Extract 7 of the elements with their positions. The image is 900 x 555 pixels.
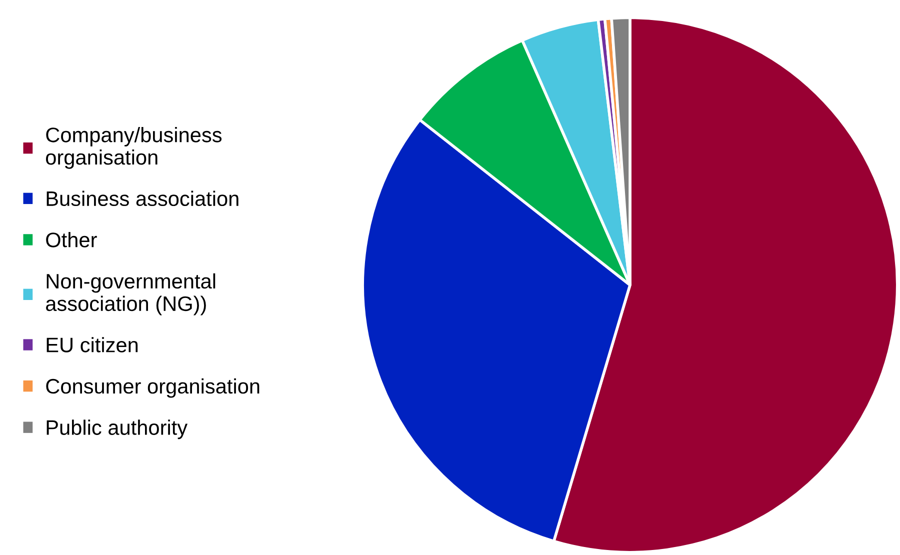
legend-label: Consumer organisation [46, 378, 260, 398]
legend-label: Public authority [46, 420, 188, 440]
legend-label: Non-governmental association (NG)) [46, 273, 216, 316]
legend-label: Other [46, 232, 97, 248]
legend-label: EU citizen [46, 337, 138, 352]
legend-label: Company/business organisation [46, 127, 222, 169]
legend-label: Business association [46, 190, 238, 206]
